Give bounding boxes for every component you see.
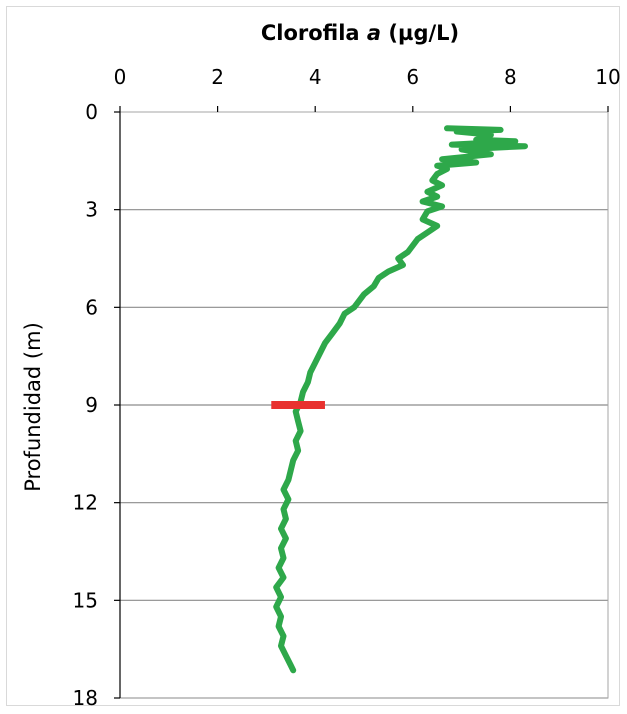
y-tick-label: 3 xyxy=(85,198,98,222)
x-axis-tick-marks xyxy=(119,106,609,112)
y-axis-ticks: 0 3 6 9 12 15 18 xyxy=(73,100,98,710)
y-tick-label: 9 xyxy=(85,393,98,417)
x-tick-label: 4 xyxy=(309,65,322,89)
y-axis-label: Profundidad (m) xyxy=(21,322,45,492)
y-tick-label: 6 xyxy=(85,295,98,319)
chart-title: Clorofila a (µg/L) xyxy=(261,21,459,45)
y-axis-tick-marks xyxy=(114,111,120,699)
x-axis-ticks: 0 2 4 6 8 10 xyxy=(114,65,621,89)
y-tick-label: 15 xyxy=(73,588,98,612)
chart-frame xyxy=(6,6,620,706)
x-tick-label: 10 xyxy=(595,65,620,89)
x-tick-label: 2 xyxy=(211,65,224,89)
x-tick-label: 0 xyxy=(114,65,127,89)
gridlines xyxy=(120,209,608,699)
x-tick-label: 6 xyxy=(406,65,419,89)
y-tick-label: 12 xyxy=(73,491,98,515)
chlorophyll-series-line xyxy=(273,125,528,674)
x-tick-label: 8 xyxy=(504,65,517,89)
y-tick-label: 0 xyxy=(85,100,98,124)
y-tick-label: 18 xyxy=(73,686,98,710)
